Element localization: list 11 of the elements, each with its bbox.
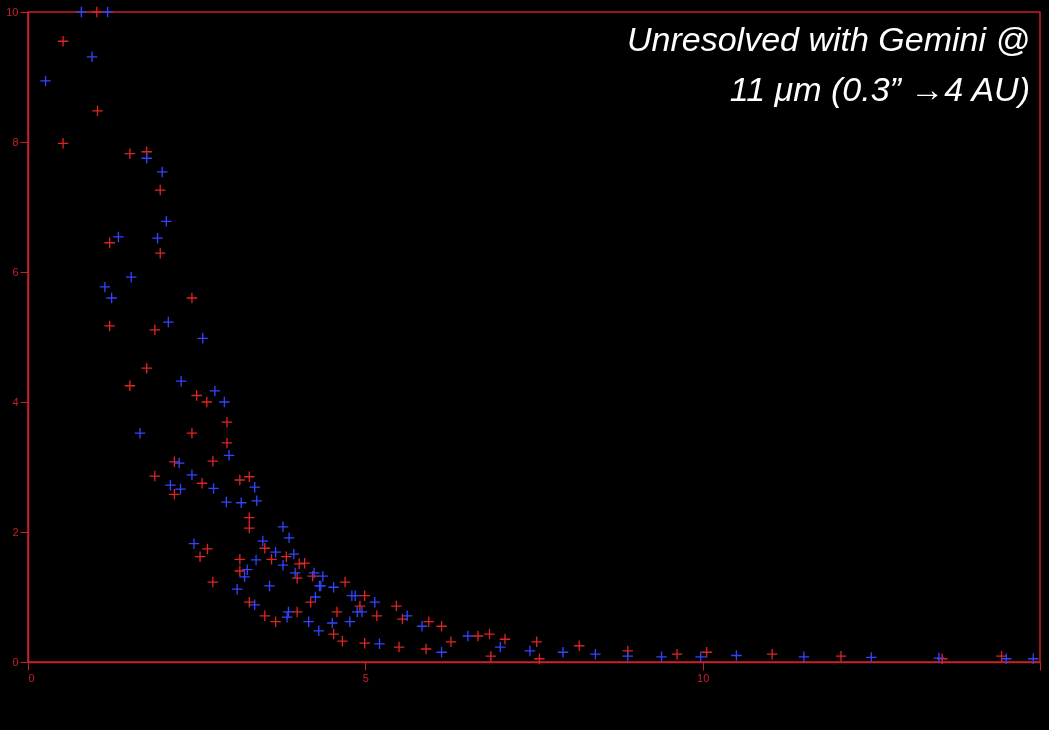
x-tick-label: 10 bbox=[697, 671, 710, 684]
y-tick-label: 0 bbox=[12, 655, 19, 668]
y-tick-label: 8 bbox=[12, 135, 19, 148]
chart-title: Unresolved with Gemini @ bbox=[627, 20, 1030, 58]
y-tick-label: 2 bbox=[12, 525, 19, 538]
x-tick-label: 0 bbox=[28, 671, 35, 684]
y-tick-label: 10 bbox=[6, 5, 19, 18]
y-tick-label: 6 bbox=[12, 265, 19, 278]
y-tick-label: 4 bbox=[12, 395, 19, 408]
x-tick-label: 5 bbox=[362, 671, 369, 684]
text: 11 μm (0.3” →4 AU) bbox=[729, 70, 1030, 108]
